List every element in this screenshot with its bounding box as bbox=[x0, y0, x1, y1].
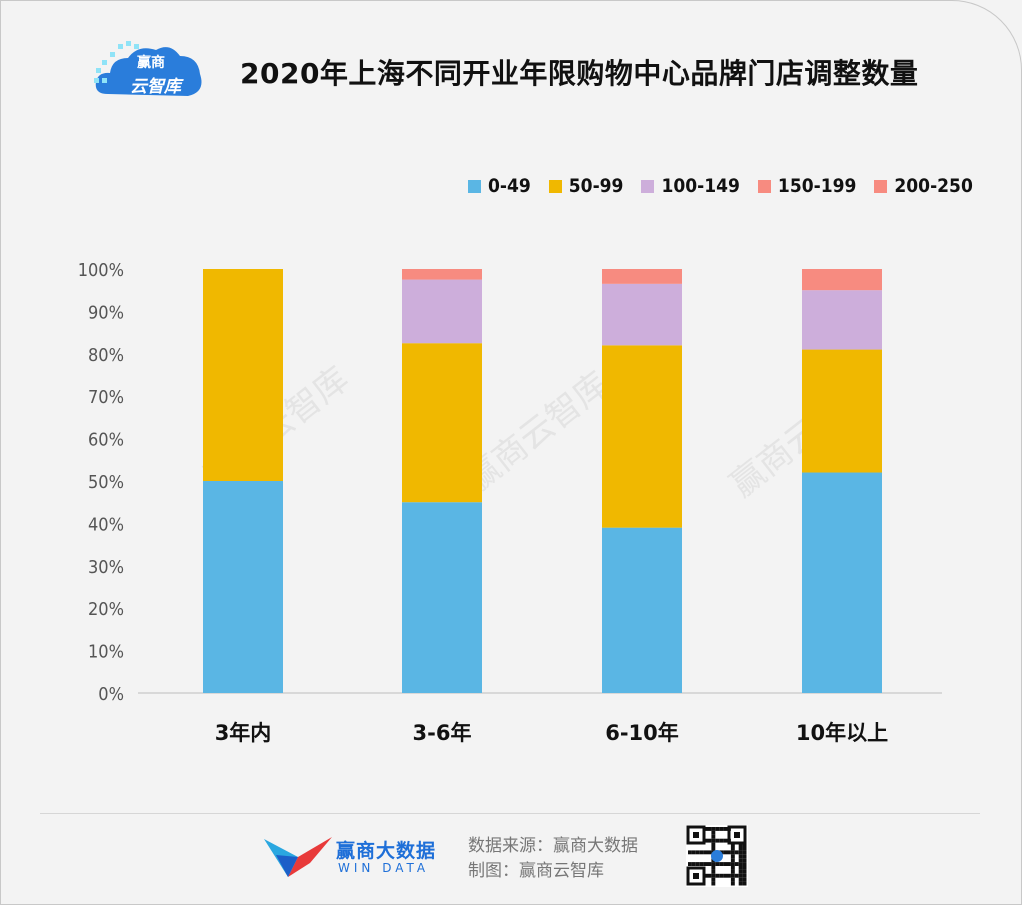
bar-segment bbox=[602, 527, 682, 693]
bar-segment bbox=[203, 481, 283, 693]
bar-segment bbox=[402, 279, 482, 344]
brand-name-cn: 赢商大数据 bbox=[336, 840, 437, 862]
legend-item: 150-199 bbox=[757, 175, 857, 197]
qr-code-icon bbox=[686, 825, 748, 887]
x-tick-label: 10年以上 bbox=[796, 721, 888, 745]
bar-segment bbox=[203, 269, 283, 481]
x-tick-label: 3年内 bbox=[215, 721, 272, 745]
legend-item: 0-49 bbox=[468, 175, 531, 197]
source-text: 数据来源：赢商大数据 制图：赢商云智库 bbox=[468, 834, 638, 884]
legend: 0-49 50-99 100-149 150-199 200-250 bbox=[468, 175, 991, 197]
logo-text-top: 赢商 bbox=[137, 55, 165, 71]
y-tick-label: 60% bbox=[88, 430, 124, 451]
y-tick-label: 40% bbox=[88, 514, 124, 535]
bar-segment bbox=[402, 269, 482, 280]
x-tick-label: 3-6年 bbox=[413, 721, 472, 745]
legend-label: 200-250 bbox=[894, 175, 973, 197]
y-tick-label: 0% bbox=[98, 684, 124, 705]
y-tick-label: 100% bbox=[78, 260, 124, 281]
bar-segment bbox=[602, 283, 682, 346]
chart-credit-line: 制图：赢商云智库 bbox=[468, 861, 604, 881]
legend-swatch bbox=[641, 179, 655, 193]
y-tick-label: 20% bbox=[88, 599, 124, 620]
footer-divider bbox=[40, 813, 980, 814]
y-tick-label: 90% bbox=[88, 302, 124, 323]
bar-segment bbox=[602, 345, 682, 528]
y-tick-label: 80% bbox=[88, 345, 124, 366]
bar-segment bbox=[802, 290, 882, 350]
brand-name-en: WIN DATA bbox=[338, 861, 430, 875]
y-tick-label: 30% bbox=[88, 557, 124, 578]
y-tick-label: 10% bbox=[88, 642, 124, 663]
stacked-bar-chart: 0% 10% 20% 30% 40% 50% 60% 70% 80% 90% 100% 3年内 3-6年… bbox=[78, 260, 942, 745]
legend-label: 0-49 bbox=[488, 175, 531, 197]
legend-item: 200-250 bbox=[874, 175, 973, 197]
legend-swatch bbox=[757, 179, 771, 193]
legend-label: 150-199 bbox=[777, 175, 857, 197]
bar-segment bbox=[402, 502, 482, 693]
legend-swatch bbox=[874, 179, 888, 193]
x-tick-label: 6-10年 bbox=[605, 721, 679, 745]
y-tick-label: 70% bbox=[88, 387, 124, 408]
source-line: 数据来源：赢商大数据 bbox=[468, 836, 638, 856]
logo-cloud-icon bbox=[94, 41, 202, 96]
legend-item: 100-149 bbox=[641, 175, 740, 197]
bar-segment bbox=[402, 343, 482, 503]
legend-swatch bbox=[548, 179, 562, 193]
legend-swatch bbox=[468, 179, 481, 193]
bar-segment bbox=[802, 472, 882, 693]
legend-label: 100-149 bbox=[661, 175, 740, 197]
bar-segment bbox=[602, 269, 682, 284]
legend-label: 50-99 bbox=[568, 175, 624, 197]
bar-segment bbox=[802, 349, 882, 473]
bar-segment bbox=[802, 269, 882, 291]
legend-item: 50-99 bbox=[548, 175, 624, 197]
chart-title: 2020年上海不同开业年限购物中心品牌门店调整数量 bbox=[240, 57, 919, 90]
brand-logo-icon bbox=[264, 837, 332, 877]
logo-text-bottom: 云智库 bbox=[130, 77, 181, 97]
y-tick-label: 50% bbox=[88, 472, 124, 493]
